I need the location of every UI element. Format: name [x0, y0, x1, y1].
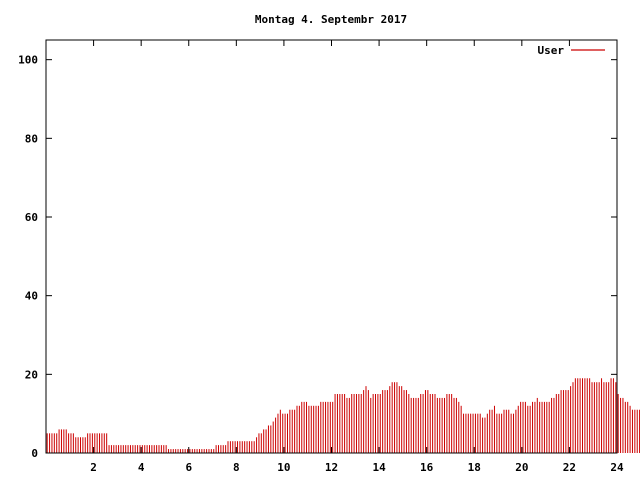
x-tick-label: 12	[325, 461, 338, 474]
legend-label: User	[538, 44, 565, 57]
x-tick-label: 14	[372, 461, 386, 474]
x-tick-label: 4	[138, 461, 145, 474]
y-tick-label: 80	[25, 132, 38, 145]
x-tick-label: 8	[233, 461, 240, 474]
bars-group	[46, 378, 640, 453]
x-tick-label: 16	[420, 461, 434, 474]
x-tick-label: 2	[90, 461, 97, 474]
x-tick-label: 24	[610, 461, 624, 474]
chart-title: Montag 4. Septembr 2017	[255, 13, 407, 26]
y-tick-label: 20	[25, 368, 38, 381]
x-tick-label: 20	[515, 461, 528, 474]
y-tick-label: 40	[25, 290, 38, 303]
legend: User	[538, 44, 605, 57]
x-tick-label: 22	[563, 461, 576, 474]
x-tick-label: 18	[468, 461, 481, 474]
plot-frame	[45, 39, 618, 454]
x-tick-label: 10	[277, 461, 290, 474]
y-tick-label: 60	[25, 211, 38, 224]
y-tick-label: 100	[18, 54, 38, 67]
y-tick-label: 0	[31, 447, 38, 460]
x-tick-label: 6	[185, 461, 192, 474]
